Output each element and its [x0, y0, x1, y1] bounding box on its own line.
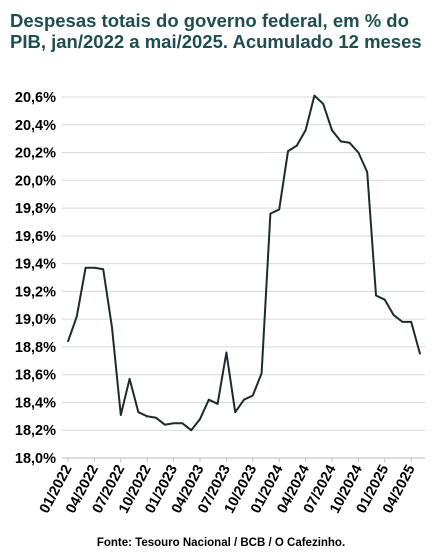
- data-point: [164, 423, 166, 426]
- x-axis: 01/202204/202207/202210/202201/202304/20…: [37, 458, 419, 516]
- chart-title: Despesas totais do governo federal, em %…: [10, 10, 422, 52]
- data-point: [296, 144, 298, 147]
- y-tick-label: 18,2%: [15, 423, 56, 439]
- data-point: [155, 416, 157, 419]
- data-point: [348, 142, 351, 144]
- data-point: [199, 418, 201, 420]
- data-point: [234, 411, 236, 413]
- data-point: [84, 266, 87, 269]
- data-point: [93, 266, 96, 269]
- data-point: [384, 298, 386, 301]
- data-point: [392, 314, 395, 316]
- y-tick-label: 19,8%: [15, 201, 56, 217]
- y-tick-label: 18,0%: [15, 451, 56, 467]
- y-tick-label: 19,2%: [15, 284, 56, 300]
- data-point: [252, 394, 254, 397]
- data-point: [278, 208, 281, 211]
- series-line: [67, 94, 421, 432]
- data-point: [340, 140, 342, 143]
- data-point: [120, 414, 122, 416]
- y-tick-label: 18,8%: [15, 340, 56, 356]
- data-point: [181, 422, 184, 425]
- y-tick-label: 18,4%: [15, 395, 56, 411]
- series-group: [67, 94, 421, 432]
- data-point: [366, 171, 369, 173]
- y-tick-label: 19,0%: [15, 312, 56, 328]
- data-point: [146, 415, 148, 418]
- y-tick-label: 19,4%: [15, 257, 56, 273]
- data-point: [67, 340, 69, 343]
- data-point: [410, 321, 413, 323]
- data-point: [208, 398, 210, 401]
- y-axis: 18,0% 18,2% 18,4% 18,6% 18,8% 19,0% 19,2% 19,4%…: [15, 90, 56, 467]
- data-point: [419, 353, 421, 355]
- y-tick-label: 18,6%: [15, 368, 56, 384]
- source-note: Fonte: Tesouro Nacional / BCB / O Cafezi…: [96, 537, 346, 549]
- data-point: [331, 129, 333, 132]
- y-tick-label: 20,0%: [15, 173, 56, 189]
- data-point: [304, 129, 307, 132]
- data-point: [111, 326, 113, 329]
- data-point: [357, 151, 360, 154]
- data-point: [401, 321, 404, 323]
- data-point: [269, 212, 272, 215]
- data-point: [190, 429, 192, 432]
- data-point: [128, 378, 131, 380]
- data-point: [216, 403, 219, 405]
- data-point: [172, 422, 175, 425]
- y-tick-label: 20,4%: [15, 118, 56, 134]
- data-point: [243, 398, 245, 401]
- data-point: [313, 94, 316, 97]
- data-point: [260, 372, 263, 375]
- y-tick-label: 19,6%: [15, 229, 56, 245]
- data-point: [137, 411, 140, 413]
- y-tick-label: 20,2%: [15, 146, 56, 162]
- data-point: [375, 294, 377, 297]
- y-tick-label: 20,6%: [15, 90, 56, 106]
- data-point: [225, 351, 228, 354]
- data-point: [287, 150, 289, 152]
- data-point: [322, 103, 325, 105]
- data-point: [102, 268, 104, 270]
- gridlines: [62, 96, 425, 459]
- data-point: [76, 315, 78, 318]
